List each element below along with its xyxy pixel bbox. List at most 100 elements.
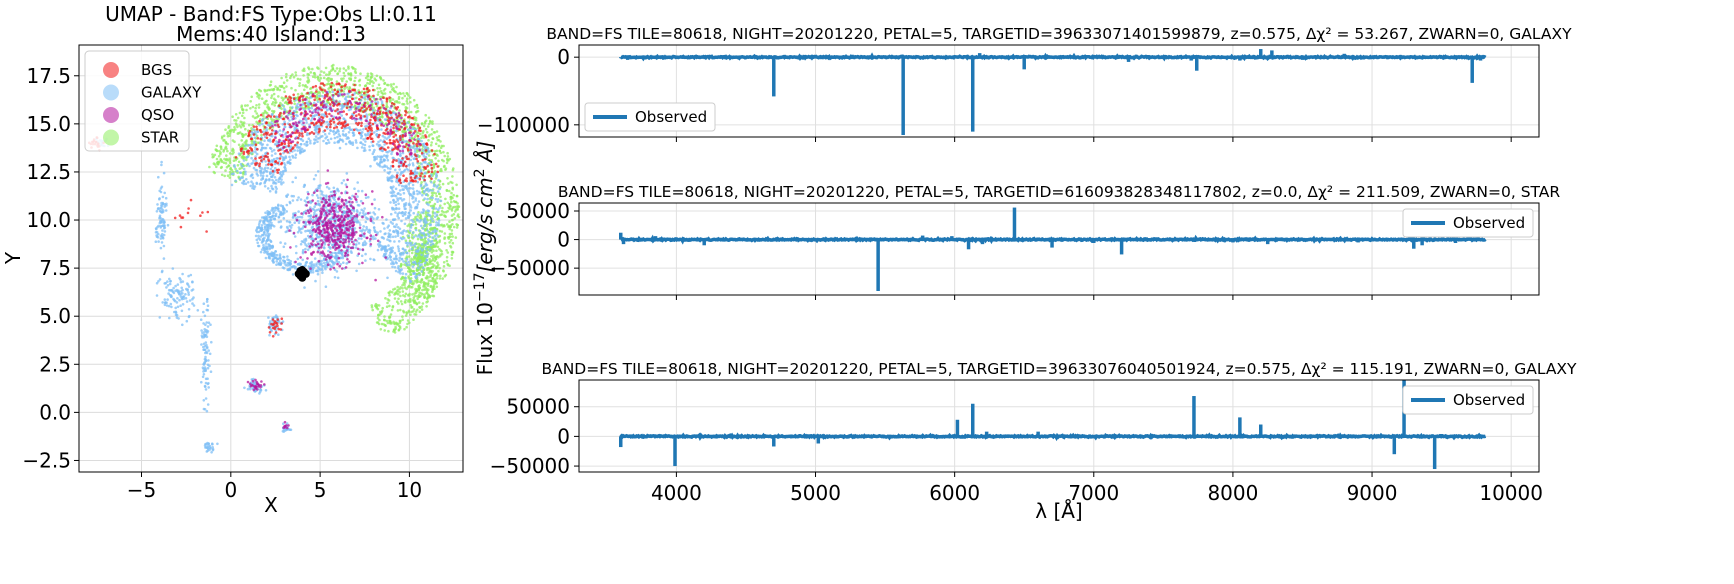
umap-point-galaxy <box>394 256 398 259</box>
umap-point-star <box>274 101 277 105</box>
umap-point-star <box>448 189 451 193</box>
umap-point-galaxy <box>416 250 419 253</box>
umap-point-galaxy <box>345 172 349 175</box>
umap-point-galaxy <box>181 295 185 299</box>
umap-point-galaxy <box>390 250 393 254</box>
umap-point-galaxy <box>393 266 397 269</box>
umap-point-star <box>395 85 398 89</box>
umap-point-galaxy <box>211 447 215 451</box>
umap-point-star <box>391 305 395 309</box>
umap-point-star <box>388 293 391 297</box>
umap-point-galaxy <box>424 171 427 175</box>
umap-point-star <box>389 313 393 316</box>
umap-point-galaxy <box>331 90 335 94</box>
umap-point-star <box>402 103 406 106</box>
umap-point-galaxy <box>180 309 184 313</box>
umap-point-galaxy <box>166 284 170 287</box>
umap-point-galaxy <box>414 242 417 245</box>
umap-point-star <box>294 74 298 77</box>
umap-point-galaxy <box>296 149 300 152</box>
umap-point-galaxy <box>255 172 259 175</box>
umap-point-galaxy <box>169 289 172 292</box>
umap-point-galaxy <box>187 308 191 311</box>
umap-point-star <box>406 102 409 105</box>
umap-point-galaxy <box>181 272 184 276</box>
umap-point-star <box>224 145 228 149</box>
umap-point-galaxy <box>259 388 262 392</box>
umap-point-galaxy <box>281 104 285 107</box>
umap-point-galaxy <box>414 228 418 232</box>
umap-point-star <box>270 117 273 120</box>
umap-point-star <box>383 329 387 332</box>
umap-point-galaxy <box>311 193 314 197</box>
umap-point-star <box>447 182 450 185</box>
umap-point-star <box>236 125 239 129</box>
umap-point-galaxy <box>389 258 393 262</box>
umap-point-galaxy <box>405 230 408 233</box>
umap-point-galaxy <box>170 305 173 309</box>
umap-point-galaxy <box>293 266 297 270</box>
umap-point-star <box>250 95 253 99</box>
umap-point-star <box>445 161 449 165</box>
umap-point-galaxy <box>389 246 393 250</box>
umap-point-galaxy <box>280 175 283 178</box>
umap-point-galaxy <box>437 221 440 225</box>
umap-point-galaxy <box>317 94 321 98</box>
umap-point-galaxy <box>307 107 311 111</box>
umap-point-star <box>420 308 424 311</box>
umap-point-star <box>422 124 426 128</box>
umap-point-star <box>400 302 404 306</box>
umap-point-galaxy <box>282 255 285 259</box>
umap-point-galaxy <box>426 241 429 245</box>
umap-point-galaxy <box>363 235 366 238</box>
umap-point-star <box>435 194 438 198</box>
umap-point-star <box>397 97 401 101</box>
umap-point-star <box>410 251 414 255</box>
umap-point-star <box>456 224 459 227</box>
umap-point-bgs <box>363 115 367 118</box>
umap-point-star <box>241 143 245 146</box>
umap-point-galaxy <box>311 117 314 120</box>
umap-point-star <box>444 167 448 170</box>
umap-point-galaxy <box>429 232 433 235</box>
umap-point-galaxy <box>259 174 263 177</box>
umap-point-star <box>327 79 330 83</box>
umap-point-galaxy <box>201 375 205 379</box>
umap-point-galaxy <box>426 229 429 232</box>
umap-point-galaxy <box>398 227 402 231</box>
umap-point-galaxy <box>177 291 181 295</box>
umap-point-galaxy <box>272 173 275 176</box>
umap-point-star <box>392 89 396 92</box>
umap-point-galaxy <box>296 198 299 202</box>
umap-point-galaxy <box>381 155 384 159</box>
umap-point-galaxy <box>186 288 189 291</box>
umap-point-star <box>418 155 421 158</box>
umap-point-galaxy <box>336 188 340 192</box>
umap-point-star <box>242 173 245 176</box>
umap-point-star <box>290 86 293 90</box>
umap-point-galaxy <box>184 297 188 300</box>
umap-point-star <box>438 234 442 238</box>
umap-point-galaxy <box>299 150 302 153</box>
umap-point-galaxy <box>364 252 367 256</box>
umap-point-star <box>403 94 407 98</box>
umap-point-star <box>372 106 376 110</box>
umap-point-galaxy <box>394 203 398 207</box>
umap-point-galaxy <box>270 175 273 179</box>
umap-point-star <box>274 85 277 88</box>
umap-point-galaxy <box>414 246 417 249</box>
umap-point-galaxy <box>164 301 167 305</box>
umap-point-star <box>364 76 368 80</box>
umap-point-galaxy <box>376 243 380 246</box>
umap-point-star <box>413 279 417 283</box>
umap-point-star <box>446 177 449 180</box>
umap-point-star <box>401 290 405 293</box>
umap-point-galaxy <box>346 92 349 96</box>
umap-point-star <box>258 88 261 92</box>
umap-point-galaxy <box>362 149 366 153</box>
umap-point-galaxy <box>402 229 406 232</box>
umap-point-star <box>405 312 409 315</box>
umap-point-star <box>441 277 445 280</box>
umap-point-galaxy <box>201 331 204 335</box>
umap-point-star <box>366 72 370 76</box>
